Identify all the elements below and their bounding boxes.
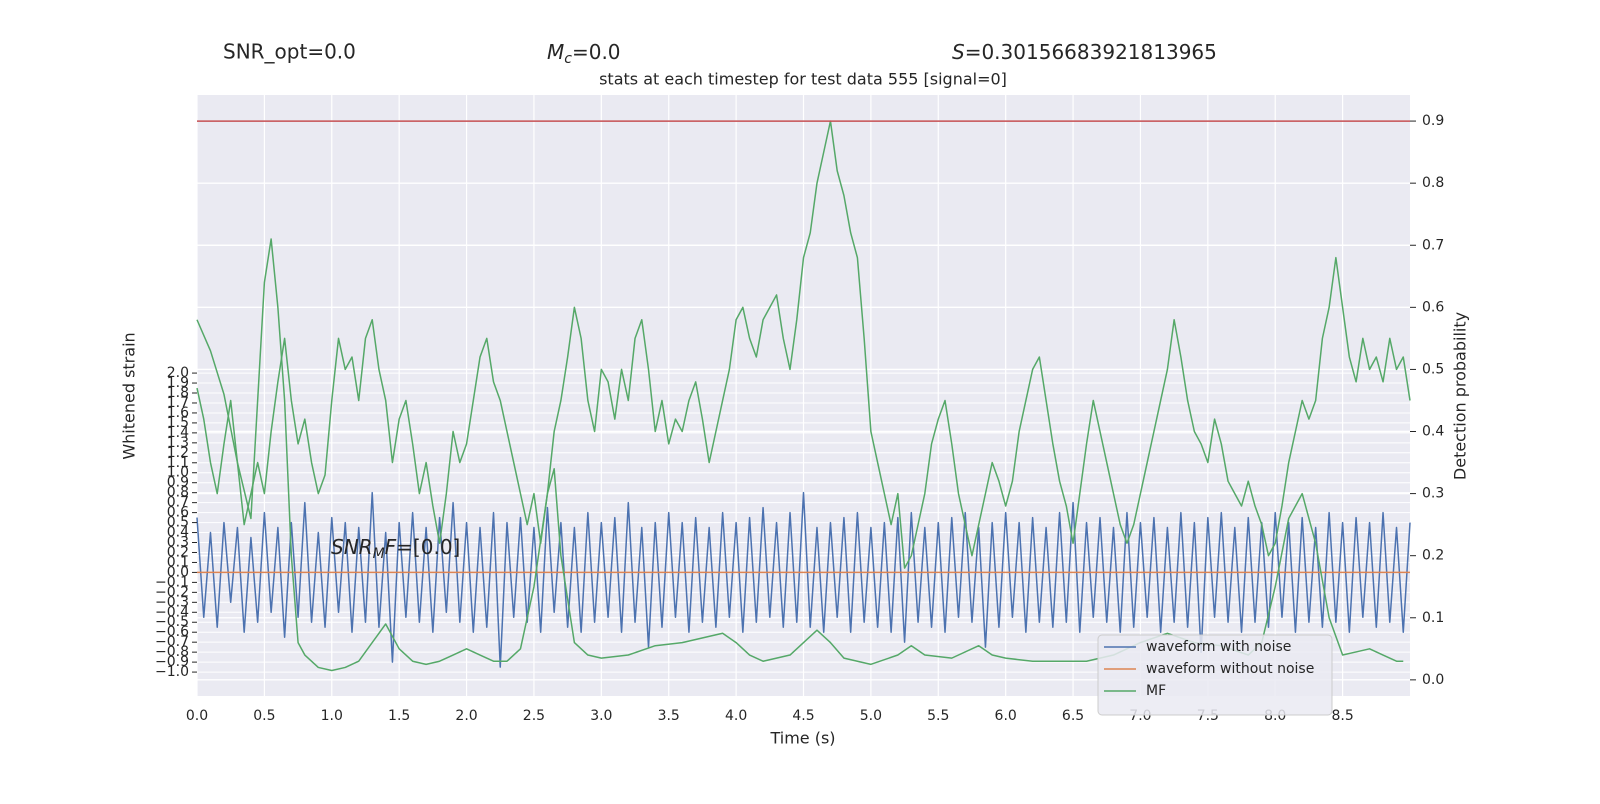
x-tick-label: 6.5 [1062, 708, 1084, 724]
snr-mf-subscript: M [373, 546, 385, 562]
lines [196, 120, 1411, 672]
legend-label: MF [1146, 683, 1166, 699]
ticks: 0.0 0.5 1.0 1.5 2.0 2.5 3.0 3.5 4.0 4.5 5.0 5.5 6.0 6… [155, 113, 1444, 724]
snr-mf-value: =[0.0] [396, 535, 460, 559]
x-tick-label: 6.0 [995, 708, 1017, 724]
chart-title: stats at each timestep for test data 555… [599, 70, 1007, 89]
x-tick-label: 4.0 [725, 708, 747, 724]
x-tick-label: 2.5 [523, 708, 545, 724]
y2-tick-label: 0.2 [1422, 548, 1444, 564]
y2-tick-label: 0.5 [1422, 361, 1444, 377]
y-tick-label: −0.4 [155, 604, 189, 620]
y-tick-label: 0.0 [167, 564, 189, 580]
y-tick-label: −0.5 [155, 614, 189, 630]
y-tick-label: −0.7 [155, 634, 189, 650]
y2-tick-label: 0.4 [1422, 424, 1444, 440]
y2-tick-label: 0.7 [1422, 237, 1444, 253]
y-tick-label: −0.2 [155, 584, 189, 600]
y-tick-label: 0.3 [167, 535, 189, 551]
y-tick-label: 2.0 [167, 365, 189, 381]
y-tick-label: −0.1 [155, 574, 189, 590]
series-line [196, 120, 1411, 569]
y-tick-label: 1.8 [167, 385, 189, 401]
y-tick-label: 0.5 [167, 515, 189, 531]
x-tick-label: 1.5 [388, 708, 410, 724]
x-tick-label: 0.5 [253, 708, 275, 724]
x-tick-label: 5.0 [860, 708, 882, 724]
mc-annotation: Mc=0.0 [547, 40, 621, 68]
y-tick-label: 1.6 [167, 405, 189, 421]
y-tick-label: 1.3 [167, 435, 189, 451]
y-tick-label: 1.1 [167, 455, 189, 471]
y-tick-label: −0.8 [155, 644, 189, 660]
snr-mf-annotation: SNRMF=[0.0] [331, 535, 460, 563]
y-tick-label: 1.7 [167, 395, 189, 411]
x-tick-label: 2.0 [455, 708, 477, 724]
s-value: =0.30156683921813965 [965, 40, 1217, 64]
y-tick-label: −0.9 [155, 654, 189, 670]
x-tick-label: 3.5 [658, 708, 680, 724]
y-tick-label: 0.9 [167, 475, 189, 491]
mc-symbol: M [547, 40, 564, 64]
y2-tick-label: 0.1 [1422, 610, 1444, 626]
y-tick-label: 1.4 [167, 425, 189, 441]
y2-tick-label: 0.9 [1422, 113, 1444, 129]
y-tick-label: 0.4 [167, 525, 189, 541]
legend-box [1097, 634, 1333, 716]
y-tick-label: 0.8 [167, 485, 189, 501]
y-tick-label: 1.0 [167, 465, 189, 481]
y-tick-label: −0.6 [155, 624, 189, 640]
y2-tick-label: 0.0 [1422, 672, 1444, 688]
snr-opt-annotation: SNR_opt=0.0 [223, 40, 356, 64]
y-tick-label: −1.0 [155, 664, 189, 680]
x-tick-label: 4.5 [792, 708, 814, 724]
y-tick-label: 1.9 [167, 375, 189, 391]
y-tick-label: −0.3 [155, 594, 189, 610]
s-symbol: S [952, 40, 965, 64]
y2-tick-label: 0.8 [1422, 175, 1444, 191]
y-tick-label: 0.2 [167, 544, 189, 560]
mc-subscript: c [564, 51, 572, 67]
legend: waveform with noise waveform without nois… [1097, 634, 1333, 716]
y-tick-label: 1.2 [167, 445, 189, 461]
y-axis-label: Whitened strain [120, 332, 139, 459]
y-tick-label: 1.5 [167, 415, 189, 431]
snr-mf-symbol: SNR [331, 535, 373, 559]
y2-axis-label: Detection probability [1451, 312, 1470, 480]
x-tick-label: 0.0 [186, 708, 208, 724]
x-tick-label: 8.5 [1331, 708, 1353, 724]
x-tick-label: 3.0 [590, 708, 612, 724]
y-tick-label: 0.1 [167, 554, 189, 570]
legend-label: waveform with noise [1146, 639, 1291, 655]
y2-tick-label: 0.6 [1422, 299, 1444, 315]
x-tick-label: 5.5 [927, 708, 949, 724]
s-annotation: S=0.30156683921813965 [952, 40, 1217, 64]
series-line [196, 491, 1411, 668]
x-tick-label: 1.0 [321, 708, 343, 724]
snr-mf-suffix: F [385, 535, 397, 559]
x-axis-label: Time (s) [769, 729, 835, 748]
y-tick-label: 0.7 [167, 495, 189, 511]
legend-label: waveform without noise [1146, 661, 1314, 677]
mc-value: =0.0 [572, 40, 621, 64]
y2-tick-label: 0.3 [1422, 486, 1444, 502]
y-tick-label: 0.6 [167, 505, 189, 521]
